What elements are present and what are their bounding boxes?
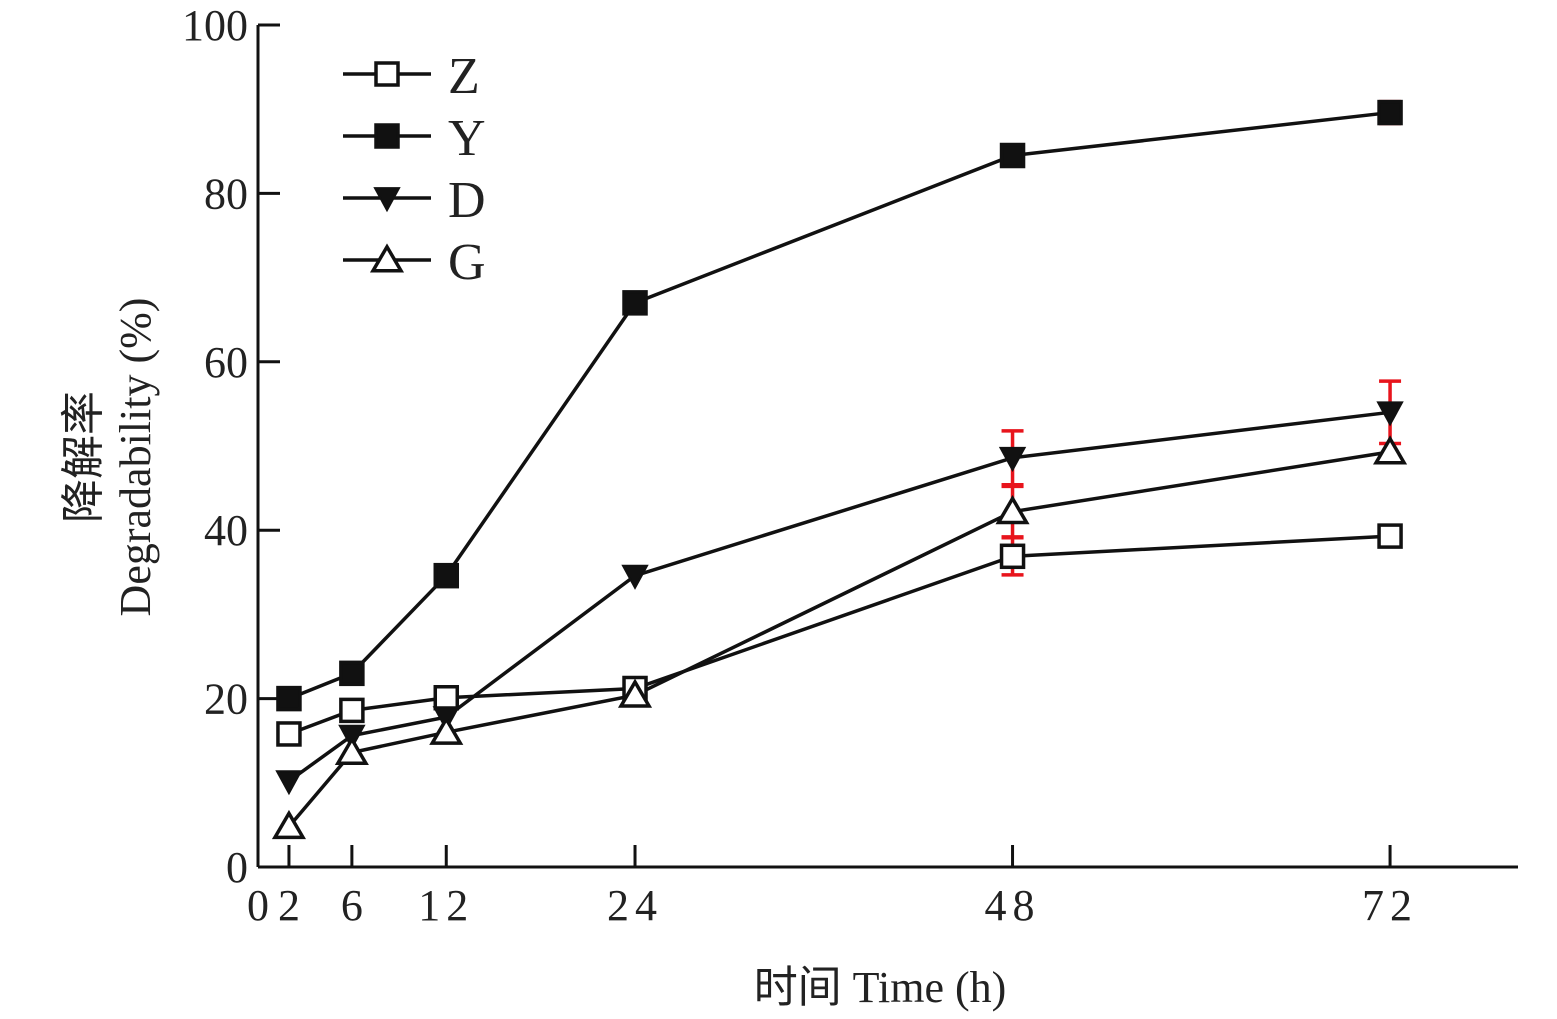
series-lines [287, 110, 1391, 828]
legend-marker-g [369, 243, 405, 273]
marker-d-48 [998, 446, 1027, 472]
y-tick-label-60: 60 [204, 338, 248, 387]
y-tick-label-100: 100 [182, 1, 248, 50]
error-bars [435, 99, 1402, 585]
marker-g-2 [271, 809, 307, 840]
legend-label-y: Y [448, 110, 486, 167]
tick-labels: 0 20 40 60 80 100 0 2 6 12 24 48 72 [182, 1, 1418, 930]
series-line-g [287, 450, 1391, 828]
marker-y-6 [339, 660, 365, 687]
legend-label-d: D [448, 172, 486, 229]
legend-marker-y [374, 123, 400, 149]
legend-marker-d [373, 187, 401, 213]
x-tick-label-6: 6 [341, 881, 363, 930]
y-axis-title-chinese: 降解率 [59, 391, 108, 523]
x-tick-label-0: 0 [247, 881, 269, 930]
marker-d-72 [1376, 401, 1404, 427]
legend-marker-z [374, 61, 400, 87]
legend-label-g: G [448, 234, 486, 291]
x-tick-label-72: 72 [1362, 881, 1418, 930]
tick-marks [258, 23, 1392, 869]
marker-y-24 [622, 290, 648, 316]
marker-y-72 [1377, 99, 1403, 126]
marker-z-72 [1377, 523, 1403, 549]
x-axis-title: 时间 Time (h) [754, 963, 1007, 1012]
series-line-d [287, 410, 1391, 783]
y-tick-label-80: 80 [204, 169, 248, 218]
marker-g-24 [617, 678, 653, 708]
y-tick-label-0: 0 [226, 843, 248, 892]
marker-y-48 [999, 142, 1026, 169]
data-markers [271, 99, 1408, 840]
x-tick-label-24: 24 [607, 881, 663, 930]
marker-z-12 [433, 685, 460, 711]
marker-d-2 [275, 770, 303, 796]
marker-z-2 [276, 721, 302, 747]
y-tick-label-20: 20 [204, 675, 248, 724]
legend-label-z: Z [448, 48, 480, 105]
x-tick-label-12: 12 [418, 881, 474, 930]
marker-d-24 [621, 564, 649, 590]
marker-z-48 [999, 543, 1026, 570]
marker-y-2 [276, 685, 302, 712]
marker-z-6 [339, 697, 365, 724]
x-tick-label-48: 48 [985, 881, 1041, 930]
axes [256, 25, 1518, 869]
y-axis-title-english: Degradability (%) [111, 298, 160, 617]
marker-g-48 [995, 495, 1030, 525]
marker-g-6 [334, 735, 369, 766]
marker-y-12 [433, 562, 460, 589]
x-tick-label-2: 2 [278, 881, 300, 930]
marker-g-12 [429, 715, 464, 745]
marker-g-72 [1373, 435, 1408, 465]
y-tick-label-40: 40 [204, 506, 248, 555]
